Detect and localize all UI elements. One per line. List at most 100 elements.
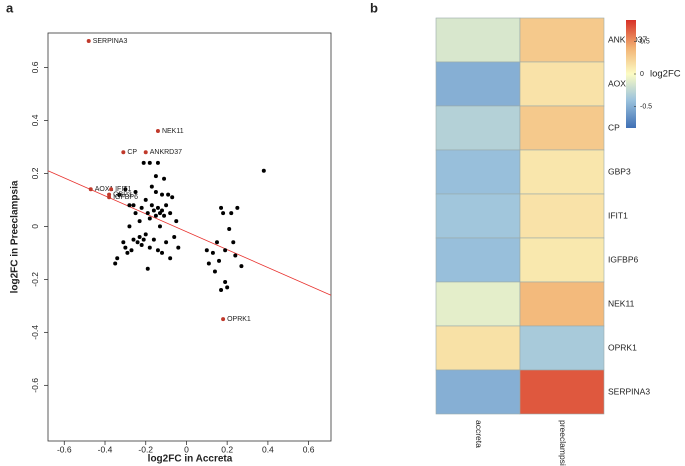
point: [210, 250, 215, 255]
point: [131, 203, 136, 208]
point: [212, 269, 217, 274]
y-tick-label: 0: [30, 224, 40, 229]
point-label: IFIT1: [115, 186, 131, 193]
row-label: OPRK1: [608, 342, 637, 352]
point: [223, 280, 228, 285]
x-tick-label: 0.4: [262, 444, 274, 454]
point: [115, 256, 120, 261]
heatmap-cell: [435, 61, 521, 107]
x-tick-label: -0.4: [98, 444, 113, 454]
x-tick-label: 0: [184, 444, 189, 454]
point: [123, 245, 128, 250]
heatmap-cell: [519, 369, 605, 415]
heatmap-cell: [519, 237, 605, 283]
point: [206, 261, 211, 266]
point: [149, 184, 154, 189]
point: [155, 205, 160, 210]
point: [221, 211, 226, 216]
point: [123, 187, 128, 192]
heatmap-cell: [435, 17, 521, 63]
point: [174, 219, 179, 224]
point: [147, 160, 152, 165]
point: [166, 192, 171, 197]
point-label: AOX1: [95, 186, 114, 193]
y-tick-label: -0.6: [30, 378, 40, 393]
row-label: CP: [608, 122, 620, 132]
point: [125, 250, 130, 255]
point: [121, 240, 126, 245]
point: [214, 240, 219, 245]
point: [153, 213, 158, 218]
point: [155, 160, 160, 165]
column-label: preeclampsia: [558, 420, 568, 466]
point: [227, 227, 232, 232]
point-label: IGFBP6: [113, 194, 138, 201]
colorbar: [626, 20, 636, 128]
point: [133, 189, 138, 194]
plot-frame: [47, 32, 332, 442]
panel-label: a: [6, 0, 14, 15]
heatmap-cell: [435, 105, 521, 151]
point: [235, 205, 240, 210]
panel-label: b: [370, 0, 378, 15]
heatmap-cell: [435, 237, 521, 283]
point: [160, 250, 165, 255]
point: [153, 189, 158, 194]
point: [107, 195, 112, 200]
x-axis-label: log2FC in Accreta: [148, 454, 233, 465]
point: [239, 264, 244, 269]
point: [155, 129, 160, 134]
point: [217, 258, 222, 263]
point: [137, 235, 142, 239]
point: [219, 287, 224, 292]
point: [143, 232, 148, 237]
point: [172, 235, 177, 239]
heatmap-cell: [519, 17, 605, 63]
point: [151, 237, 156, 242]
y-tick-label: -0.2: [30, 272, 40, 287]
point: [149, 203, 154, 208]
point: [143, 197, 148, 202]
point: [164, 203, 169, 208]
point: [145, 266, 150, 271]
x-tick-label: -0.6: [57, 444, 72, 454]
row-label: NEK11: [608, 298, 635, 308]
point: [88, 187, 93, 192]
heatmap-cell: [435, 193, 521, 239]
point: [219, 205, 224, 210]
x-tick-label: 0.2: [221, 444, 233, 454]
heatmap-cell: [519, 193, 605, 239]
y-tick-label: -0.4: [30, 325, 40, 340]
point: [225, 285, 230, 290]
point: [147, 216, 152, 221]
heatmap-cell: [435, 325, 521, 371]
point: [168, 211, 173, 216]
point: [204, 248, 209, 253]
point: [160, 208, 165, 213]
x-tick-label: -0.2: [138, 444, 153, 454]
point-label: ANKRD37: [150, 149, 182, 156]
fit-line: [47, 170, 332, 296]
point: [143, 150, 148, 155]
point: [147, 245, 152, 250]
point: [113, 261, 118, 266]
point: [139, 205, 144, 210]
point-label: NEK11: [162, 128, 184, 135]
point: [233, 253, 238, 258]
row-label: SERPINA3: [608, 386, 650, 396]
point: [170, 195, 175, 200]
point-label: GBP3: [113, 191, 132, 198]
point: [155, 248, 160, 253]
point: [176, 245, 181, 250]
point: [129, 248, 134, 253]
point: [162, 213, 167, 218]
point: [168, 256, 173, 261]
point: [127, 224, 132, 229]
point: [121, 150, 126, 155]
heatmap-cell: [519, 105, 605, 151]
colorbar-tick-label: -0.5: [640, 103, 652, 110]
point: [139, 242, 144, 247]
point: [229, 211, 234, 216]
